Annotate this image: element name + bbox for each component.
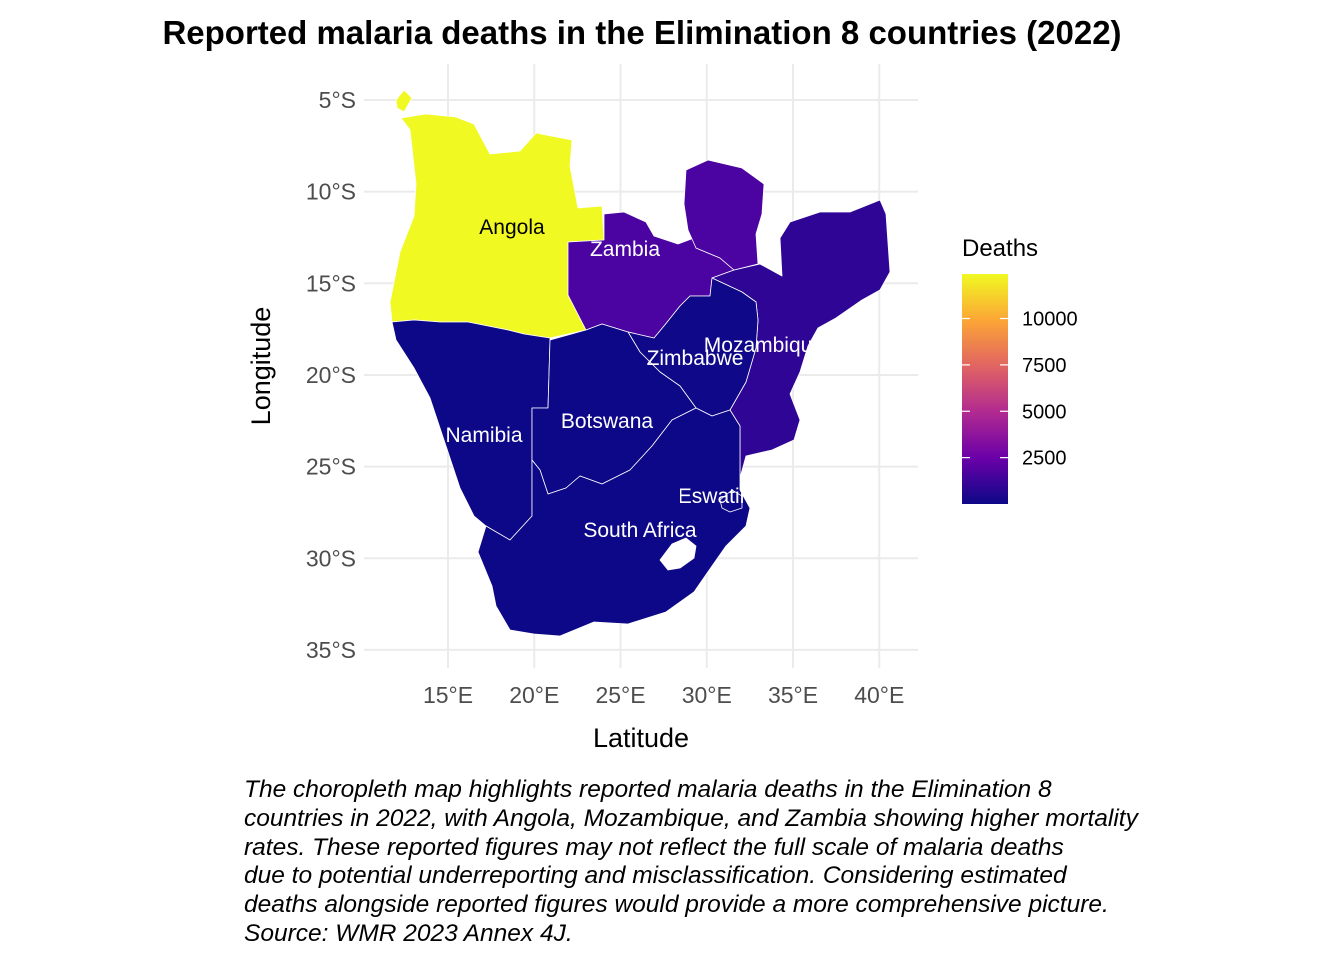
x-tick-label: 35°E: [768, 682, 818, 708]
label-mozambique: Mozambique: [704, 334, 824, 357]
y-tick-label: 25°S: [306, 454, 356, 480]
legend-break-label: 10000: [1022, 309, 1078, 331]
country-shape-malawi: [683, 159, 765, 271]
label-eswatini: Eswatini: [678, 485, 756, 508]
y-tick-label: 35°S: [306, 637, 356, 663]
legend-breaks: 2500 5000 7500 10000: [962, 309, 1078, 470]
y-tick-label: 30°S: [306, 545, 356, 571]
x-tick-label: 30°E: [682, 682, 732, 708]
country-shape-south-africa: [477, 407, 751, 637]
legend-break-label: 2500: [1022, 448, 1067, 470]
y-tick-label: 20°S: [306, 362, 356, 388]
y-tick-label: 5°S: [319, 87, 356, 113]
label-zambia: Zambia: [590, 238, 660, 261]
y-tick-label: 15°S: [306, 270, 356, 296]
y-tick-label: 10°S: [306, 179, 356, 205]
label-south-africa: South Africa: [583, 519, 697, 542]
x-axis-title: Latitude: [593, 723, 689, 753]
label-botswana: Botswana: [561, 410, 654, 433]
label-namibia: Namibia: [445, 424, 522, 447]
legend-colorbar: [962, 274, 1008, 504]
country-shape-eswatini: [719, 489, 743, 513]
legend-title: Deaths: [962, 235, 1038, 262]
country-shape-angola: [389, 89, 605, 339]
y-axis-title: Longitude: [246, 307, 276, 426]
y-axis-ticks: 5°S 10°S 15°S 20°S 25°S 30°S 35°S: [306, 87, 356, 663]
legend-break-label: 5000: [1022, 401, 1067, 423]
country-polygons: [389, 89, 891, 637]
label-zimbabwe: Zimbabwe: [647, 347, 744, 370]
label-angola: Angola: [479, 216, 545, 239]
legend: Deaths 2500 5000 7500 10000: [962, 235, 1078, 504]
country-labels: Angola Zambia Mozambique Zimbabwe Namibi…: [445, 216, 824, 542]
x-axis-ticks: 15°E 20°E 25°E 30°E 35°E 40°E: [423, 682, 904, 708]
country-shape-lesotho: [659, 537, 697, 571]
caption: The choropleth map highlights reported m…: [244, 776, 1138, 947]
x-tick-label: 15°E: [423, 682, 473, 708]
x-tick-label: 20°E: [509, 682, 559, 708]
x-tick-label: 25°E: [595, 682, 645, 708]
chart-title: Reported malaria deaths in the Eliminati…: [162, 14, 1121, 51]
x-tick-label: 40°E: [854, 682, 904, 708]
legend-break-label: 7500: [1022, 355, 1067, 377]
